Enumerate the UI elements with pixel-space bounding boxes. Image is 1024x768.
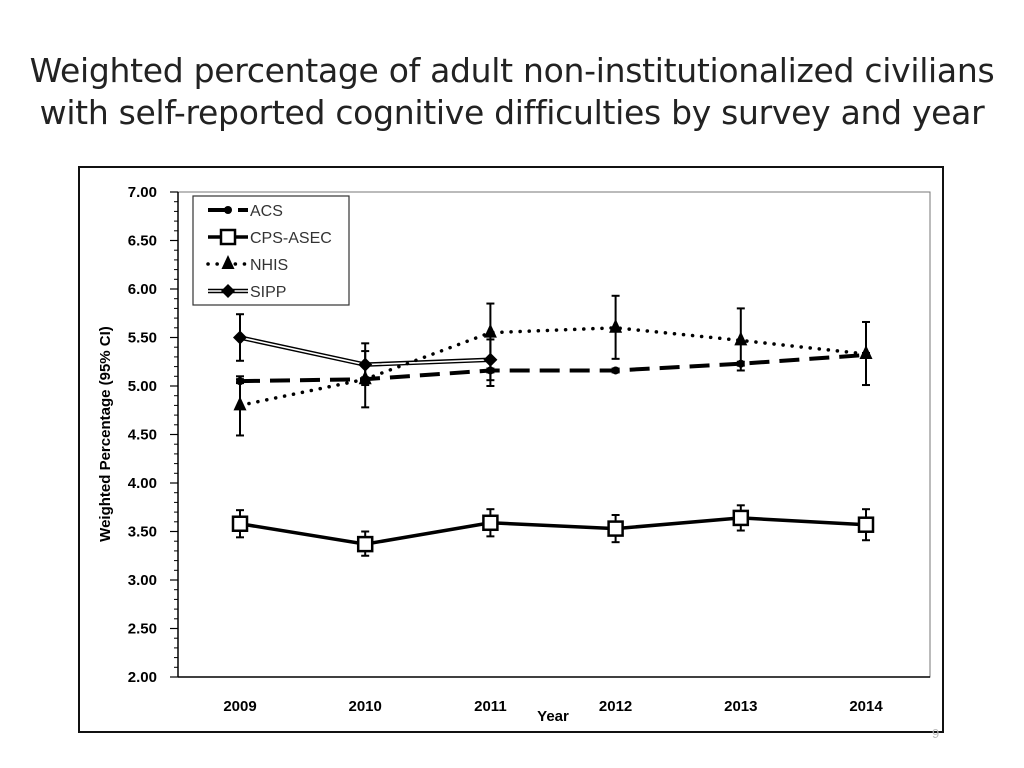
acs-series-line	[239, 352, 867, 384]
x-tick-label: 2009	[223, 698, 256, 715]
y-tick-label: 3.00	[128, 572, 157, 589]
legend-sipp-marker	[221, 284, 235, 298]
x-tick-label: 2010	[349, 698, 382, 715]
y-tick-label: 4.00	[128, 475, 157, 492]
y-tick-label: 2.00	[128, 669, 157, 686]
acs-data-point	[862, 350, 870, 359]
cps-asec-data-point	[231, 515, 249, 532]
legend-nhis-label: NHIS	[250, 257, 288, 274]
y-tick-label: 3.50	[128, 524, 157, 541]
y-tick-label: 5.00	[128, 378, 157, 395]
legend-nhis-marker	[221, 255, 235, 269]
y-tick-label: 6.50	[128, 233, 157, 250]
chart-frame	[78, 166, 944, 733]
acs-data-point	[486, 366, 495, 375]
acs-data-point	[361, 375, 370, 384]
y-tick-label: 5.50	[128, 330, 157, 347]
x-tick-label: 2012	[599, 698, 632, 715]
x-tick-label: 2011	[474, 698, 507, 715]
cps-asec-data-point	[482, 514, 499, 532]
acs-data-point	[611, 366, 620, 375]
nhis-data-point	[609, 318, 623, 333]
nhis-series-line	[238, 326, 868, 408]
acs-data-point	[736, 359, 745, 368]
cps-asec-data-point	[732, 509, 750, 527]
x-tick-label: 2014	[849, 698, 883, 715]
legend	[192, 195, 350, 306]
nhis-data-point	[483, 323, 497, 338]
y-tick-label: 2.50	[128, 621, 157, 638]
sipp-data-point	[233, 330, 247, 345]
nhis-data-point	[734, 331, 748, 346]
y-tick-label: 6.00	[128, 281, 157, 298]
x-tick-label: 2013	[724, 698, 757, 715]
cps-asec-data-point	[857, 516, 875, 533]
legend-cps-asec-marker	[219, 228, 237, 246]
legend-sipp-label: SIPP	[250, 284, 286, 301]
y-tick-label: 4.50	[128, 427, 157, 444]
y-axis-label: Weighted Percentage (95% CI)	[97, 326, 114, 542]
y-tick-label: 7.00	[128, 184, 157, 201]
acs-data-point	[236, 377, 244, 386]
cps-asec-data-point	[607, 520, 624, 537]
title-line-1: Weighted percentage of adult non-institu…	[29, 51, 995, 90]
cps-asec-data-point	[356, 535, 374, 553]
x-axis-label: Year	[537, 708, 569, 725]
legend-acs-marker	[224, 206, 232, 214]
slide-number: 9	[932, 726, 940, 741]
legend-cps-asec-label: CPS-ASEC	[250, 230, 332, 247]
slide-title: Weighted percentage of adult non-institu…	[0, 50, 1024, 134]
nhis-data-point	[233, 396, 247, 411]
cps-asec-series-line	[239, 516, 867, 546]
legend-acs-label: ACS	[250, 203, 283, 220]
title-line-2: with self-reported cognitive difficultie…	[39, 93, 985, 132]
